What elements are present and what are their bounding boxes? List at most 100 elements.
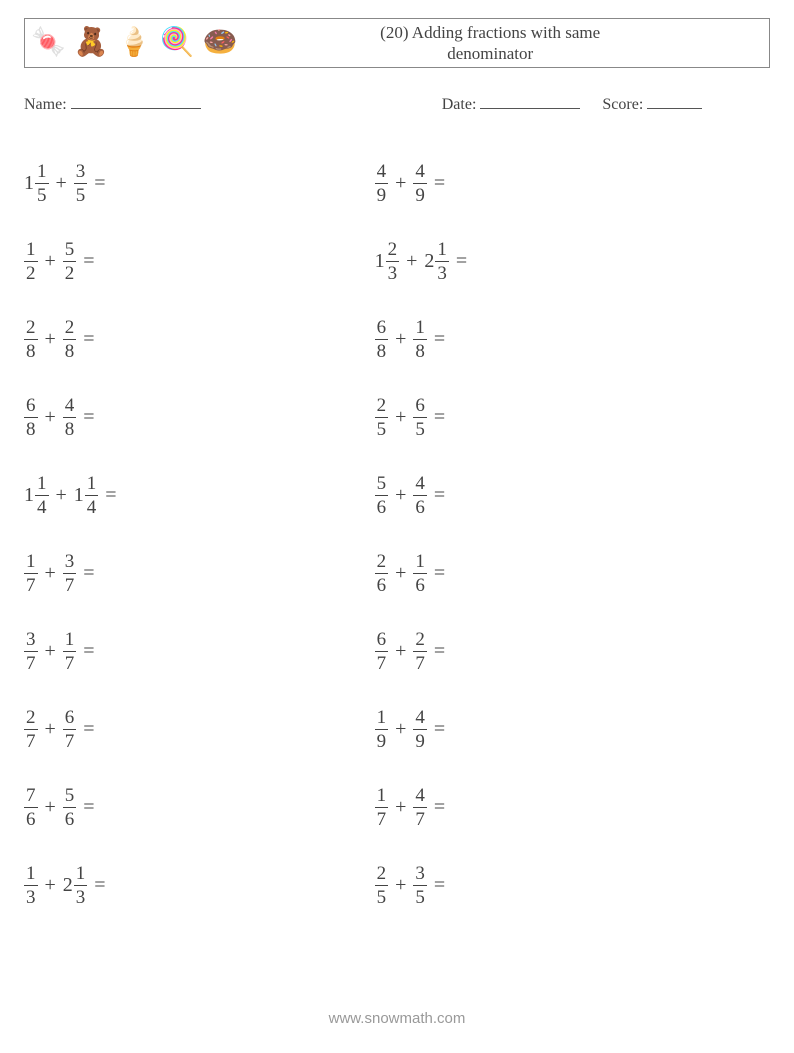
- numerator: 1: [24, 240, 38, 262]
- fraction: 49: [413, 162, 427, 205]
- name-field: Name:: [24, 94, 442, 114]
- numerator: 2: [386, 240, 400, 262]
- numerator: 2: [24, 318, 38, 340]
- numerator: 2: [375, 864, 389, 886]
- problem-row: 28+28=: [24, 300, 375, 378]
- lollipop-icon: 🍭: [160, 29, 195, 57]
- numerator: 6: [375, 630, 389, 652]
- plus-operator: +: [395, 406, 406, 429]
- title-line-2: denominator: [237, 43, 743, 64]
- fraction: 16: [413, 552, 427, 595]
- problem-row: 68+48=: [24, 378, 375, 456]
- denominator: 5: [413, 418, 427, 439]
- score-blank[interactable]: [647, 94, 702, 109]
- plus-operator: +: [395, 562, 406, 585]
- numerator: 6: [24, 396, 38, 418]
- numerator: 1: [24, 864, 38, 886]
- fraction: 18: [413, 318, 427, 361]
- fraction: 46: [413, 474, 427, 517]
- numerator: 1: [63, 630, 77, 652]
- fraction: 47: [413, 786, 427, 829]
- denominator: 7: [24, 730, 38, 751]
- denominator: 9: [413, 730, 427, 751]
- footer-url: www.snowmath.com: [0, 1010, 794, 1027]
- numerator: 1: [85, 474, 99, 496]
- numerator: 4: [413, 162, 427, 184]
- fraction: 56: [63, 786, 77, 829]
- plus-operator: +: [45, 562, 56, 585]
- fraction: 14: [35, 474, 49, 517]
- fraction: 25: [375, 396, 389, 439]
- numerator: 1: [74, 864, 88, 886]
- whole-number: 1: [74, 484, 84, 507]
- donut-icon: 🍩: [203, 29, 238, 57]
- numerator: 1: [375, 708, 389, 730]
- bear-icon: 🧸: [74, 29, 109, 57]
- date-label: Date:: [442, 96, 477, 113]
- equals-sign: =: [434, 172, 445, 195]
- equals-sign: =: [434, 718, 445, 741]
- plus-operator: +: [395, 796, 406, 819]
- denominator: 5: [35, 184, 49, 205]
- plus-operator: +: [406, 250, 417, 273]
- fraction: 56: [375, 474, 389, 517]
- problem-row: 67+27=: [375, 612, 770, 690]
- plus-operator: +: [395, 484, 406, 507]
- equals-sign: =: [83, 640, 94, 663]
- plus-operator: +: [395, 172, 406, 195]
- plus-operator: +: [45, 796, 56, 819]
- fraction: 28: [24, 318, 38, 361]
- name-blank[interactable]: [71, 94, 201, 109]
- whole-number: 1: [24, 484, 34, 507]
- denominator: 3: [386, 262, 400, 283]
- numerator: 7: [24, 786, 38, 808]
- numerator: 1: [375, 786, 389, 808]
- fraction: 68: [24, 396, 38, 439]
- problem-row: 27+67=: [24, 690, 375, 768]
- fraction: 68: [375, 318, 389, 361]
- denominator: 9: [375, 730, 389, 751]
- whole-number: 2: [63, 874, 73, 897]
- equals-sign: =: [434, 796, 445, 819]
- equals-sign: =: [434, 484, 445, 507]
- icecream-icon: 🍦: [117, 29, 152, 57]
- fraction: 49: [413, 708, 427, 751]
- problem-row: 114+114=: [24, 456, 375, 534]
- denominator: 7: [375, 808, 389, 829]
- denominator: 7: [24, 652, 38, 673]
- fraction: 28: [63, 318, 77, 361]
- numerator: 6: [413, 396, 427, 418]
- denominator: 7: [24, 574, 38, 595]
- fraction: 14: [85, 474, 99, 517]
- worksheet-page: 🍬 🧸 🍦 🍭 🍩 (20) Adding fractions with sam…: [0, 0, 794, 1053]
- equals-sign: =: [434, 640, 445, 663]
- denominator: 8: [63, 418, 77, 439]
- numerator: 3: [63, 552, 77, 574]
- fraction: 27: [24, 708, 38, 751]
- denominator: 6: [375, 574, 389, 595]
- worksheet-title: (20) Adding fractions with same denomina…: [237, 22, 763, 65]
- numerator: 1: [24, 552, 38, 574]
- plus-operator: +: [45, 406, 56, 429]
- equals-sign: =: [105, 484, 116, 507]
- fraction: 65: [413, 396, 427, 439]
- plus-operator: +: [45, 250, 56, 273]
- plus-operator: +: [56, 484, 67, 507]
- header-box: 🍬 🧸 🍦 🍭 🍩 (20) Adding fractions with sam…: [24, 18, 770, 68]
- denominator: 3: [24, 886, 38, 907]
- denominator: 2: [24, 262, 38, 283]
- denominator: 3: [74, 886, 88, 907]
- problem-row: 115+35=: [24, 144, 375, 222]
- header-icons: 🍬 🧸 🍦 🍭 🍩: [31, 29, 237, 57]
- fraction: 76: [24, 786, 38, 829]
- name-label: Name:: [24, 96, 67, 113]
- problems-column-1: 115+35=12+52=28+28=68+48=114+114=17+37=3…: [24, 144, 375, 924]
- denominator: 5: [413, 886, 427, 907]
- problem-row: 56 +46 =: [375, 456, 770, 534]
- fraction: 49: [375, 162, 389, 205]
- numerator: 5: [63, 240, 77, 262]
- numerator: 1: [413, 318, 427, 340]
- fraction: 67: [375, 630, 389, 673]
- date-blank[interactable]: [480, 94, 580, 109]
- numerator: 4: [413, 474, 427, 496]
